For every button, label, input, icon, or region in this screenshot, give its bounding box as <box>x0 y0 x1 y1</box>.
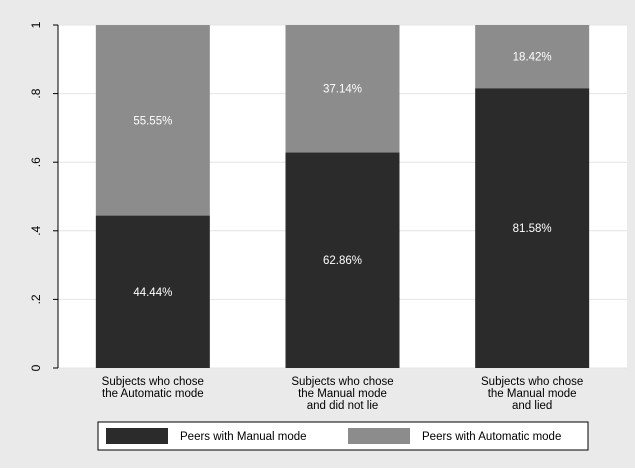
y-tick-label: 1 <box>29 21 43 28</box>
bar-value-label: 81.58% <box>513 223 552 235</box>
x-category-label: and did not lie <box>307 400 379 412</box>
legend-swatch <box>106 428 168 444</box>
y-tick-label: .4 <box>29 225 43 235</box>
x-category-label: the Manual mode <box>298 388 387 400</box>
bar-segment <box>95 25 210 216</box>
bar-value-label: 18.42% <box>513 52 552 64</box>
y-tick-label: .8 <box>29 88 43 98</box>
x-category-label: the Manual mode <box>488 388 577 400</box>
legend-box <box>97 421 589 451</box>
bar-value-label: 44.44% <box>133 287 172 299</box>
bar-segment <box>285 25 400 153</box>
y-tick-label: .2 <box>29 294 43 304</box>
bar-value-label: 62.86% <box>323 255 362 267</box>
legend-swatch <box>348 428 410 444</box>
legend-label: Peers with Manual mode <box>180 431 307 443</box>
legend-label: Peers with Automatic mode <box>422 431 561 443</box>
bar-segment <box>95 215 210 368</box>
x-category-label: Subjects who chose <box>102 376 204 388</box>
bar-segment <box>475 25 590 89</box>
x-category-label: Subjects who chose <box>481 376 583 388</box>
y-tick-label: 0 <box>29 364 43 371</box>
x-category-label: and lied <box>512 400 552 412</box>
bar-value-label: 55.55% <box>133 115 172 127</box>
x-category-label: the Automatic mode <box>102 388 204 400</box>
bar-value-label: 37.14% <box>323 84 362 96</box>
bar-segment <box>285 152 400 368</box>
y-tick-label: .6 <box>29 157 43 167</box>
bar-segment <box>475 88 590 368</box>
x-category-label: Subjects who chose <box>291 376 393 388</box>
